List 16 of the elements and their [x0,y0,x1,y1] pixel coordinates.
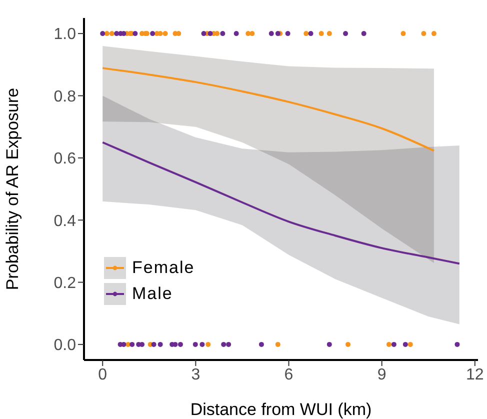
x-tick-label: 3 [191,366,200,384]
y-axis-title: Probability of AR Exposure [3,88,22,290]
y-tick-label: 0.2 [54,274,76,292]
y-tick-label: 0.0 [54,337,76,354]
x-tick-label: 0 [98,366,108,384]
y-tick-label: 0.6 [54,150,76,168]
x-tick-label: 6 [284,366,294,384]
x-tick-label: 9 [377,366,386,384]
legend-label: Female [132,258,195,278]
legend-label: Male [132,284,173,304]
x-tick-label: 12 [466,366,484,384]
x-axis-title: Distance from WUI (km) [190,400,372,419]
y-tick-label: 0.8 [54,88,76,106]
y-tick-label: 0.4 [54,212,76,230]
line-series [102,67,435,152]
y-tick-label: 1.0 [54,26,76,44]
